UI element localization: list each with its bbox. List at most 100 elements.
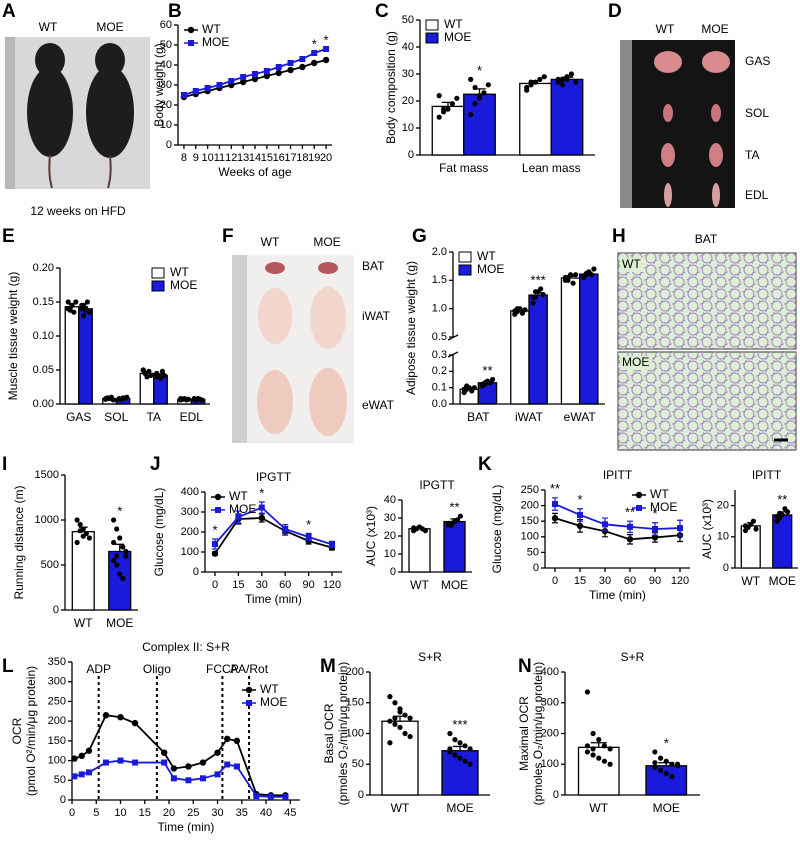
y-tick-label: 100 [346,727,364,739]
legend-swatch [458,264,472,276]
data-point [74,539,80,546]
panel-label: C [375,1,389,22]
y-tick-label: 200 [181,526,199,538]
data-point [467,761,473,767]
data-point [567,272,574,278]
marker [275,69,282,77]
x-tick-label: 30 [256,579,268,591]
y-tick-label: 50 [54,774,66,786]
marker [258,514,265,522]
y-tick-label: 200 [48,715,66,727]
marker [78,771,85,778]
y-tick-label: 10 [402,122,414,134]
data-point [777,510,783,516]
y-tick-label: 200 [541,727,559,739]
marker [185,763,192,770]
bar [577,746,620,796]
y-tick-label: 0.3 [432,349,447,361]
significance: * [577,492,582,507]
data-point [422,528,428,534]
data-point [462,758,468,764]
photo-label: MOE [96,20,123,34]
y-tick-label: 500 [41,559,59,571]
data-point [471,385,477,391]
data-point [570,280,576,286]
x-axis-title: Weeks of age [218,165,291,179]
marker [204,85,211,91]
legend-marker [215,507,221,513]
marker [311,59,318,67]
chart-title: S+R [418,650,442,664]
panel-label: I [2,454,7,475]
panel-label: E [2,226,15,247]
data-point [387,740,393,746]
marker [282,526,289,532]
y-axis-title: Glucose (mg/dL) [152,488,166,577]
marker [117,757,124,764]
x-tick-label: 19 [308,152,320,164]
y-axis-title: Basal OCR [322,703,336,763]
data-point [753,526,759,532]
legend-label: WT [202,22,221,36]
marker [192,88,199,94]
data-point [397,724,403,730]
marker [235,514,242,520]
marker [299,56,306,62]
data-point [652,749,658,755]
significance: ** [482,363,492,378]
data-point [467,746,473,752]
histology-title: BAT [695,232,718,246]
data-point [436,114,442,120]
panel-label: K [478,454,492,475]
bar [64,306,80,405]
x-tick-label: iWAT [515,410,544,424]
data-point [522,307,528,313]
photo-muscles: D WT MOE GAS SOL TA EDL [608,1,770,208]
data-point [462,743,468,749]
tissue-label: GAS [745,54,770,68]
marker [282,793,289,800]
x-tick-label: 15 [232,579,244,591]
series-line [214,517,333,555]
marker [160,749,168,756]
tissue-label: EDL [745,188,769,202]
data-point [476,93,483,99]
y-tick-label: 30 [384,512,396,524]
bar [560,277,581,405]
marker [85,747,93,754]
panel-label: H [612,226,626,247]
data-point [154,374,160,380]
data-point [607,761,613,767]
axis-break [447,334,459,358]
x-tick-label: 17 [284,152,296,164]
tissue-label: TA [745,148,759,162]
marker [185,777,192,784]
data-point [532,79,539,85]
series-line [554,503,681,530]
y-tick-label: 50 [527,546,539,558]
x-tick-label: 30 [211,807,223,819]
y-tick-label: 40 [384,494,396,506]
bar [510,310,530,405]
y-tick-label: 0.10 [33,330,54,342]
marker [211,550,219,557]
data-point [530,294,536,300]
data-point [178,395,184,402]
legend-marker [214,493,222,501]
data-point [140,367,146,373]
y-tick-label: 30 [160,79,172,91]
y-tick-label: 20 [717,500,729,512]
y-axis-title: Adipose tissue weight (g) [404,261,418,395]
marker [71,773,78,780]
y-tick-label: 40 [402,41,414,53]
data-point [117,571,123,577]
x-tick-label: 15 [261,152,273,164]
significance: * [324,32,329,47]
x-tick-label: 40 [260,807,272,819]
x-tick-label: Fat mass [439,161,488,175]
marker [287,66,294,74]
significance: ** [550,481,560,496]
marker [652,526,658,532]
x-tick-label: 90 [302,579,314,591]
data-point [185,396,191,402]
